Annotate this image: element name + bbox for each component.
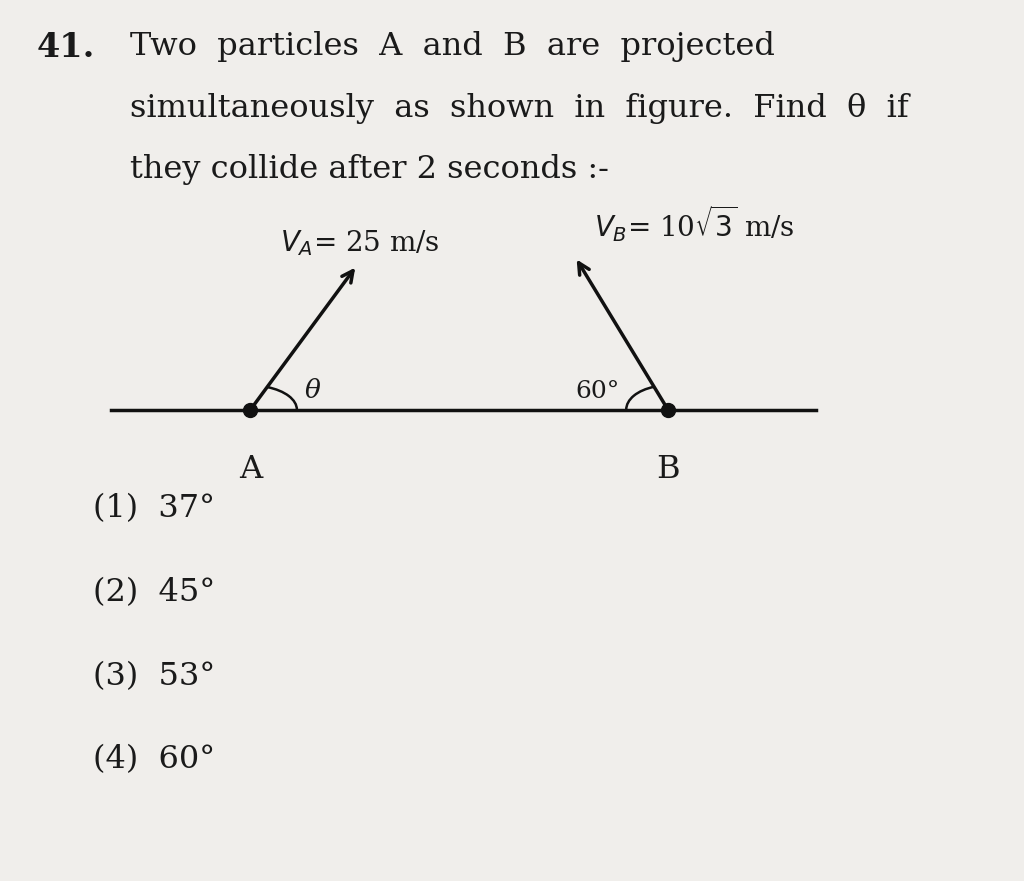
Text: $V_A$= 25 m/s: $V_A$= 25 m/s	[280, 228, 439, 258]
Text: 41.: 41.	[37, 31, 95, 63]
Text: θ: θ	[304, 378, 321, 403]
Text: Two  particles  A  and  B  are  projected: Two particles A and B are projected	[130, 31, 775, 62]
Text: $V_B$= 10$\sqrt{3}$ m/s: $V_B$= 10$\sqrt{3}$ m/s	[594, 204, 795, 244]
Text: B: B	[656, 454, 680, 485]
Text: simultaneously  as  shown  in  figure.  Find  θ  if: simultaneously as shown in figure. Find …	[130, 93, 908, 123]
Text: (4)  60°: (4) 60°	[93, 744, 215, 775]
Text: (1)  37°: (1) 37°	[93, 493, 215, 524]
Text: (2)  45°: (2) 45°	[93, 577, 215, 608]
Text: 60°: 60°	[575, 380, 620, 403]
Text: A: A	[239, 454, 262, 485]
Text: (3)  53°: (3) 53°	[93, 661, 215, 692]
Text: they collide after 2 seconds :-: they collide after 2 seconds :-	[130, 154, 608, 185]
